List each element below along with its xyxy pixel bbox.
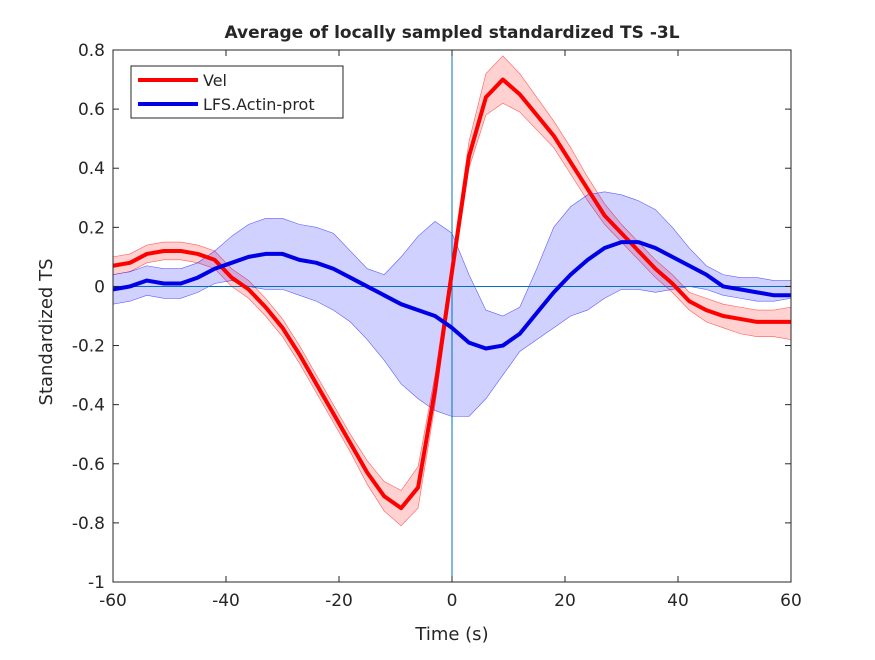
y-tick-label: 0.2 bbox=[78, 218, 105, 238]
x-axis-label: Time (s) bbox=[414, 624, 488, 645]
y-tick-label: 0.6 bbox=[78, 100, 105, 120]
x-tick-label: 40 bbox=[667, 591, 689, 611]
y-axis-label: Standardized TS bbox=[36, 259, 57, 406]
y-tick-label: 0.8 bbox=[78, 41, 105, 61]
chart-title: Average of locally sampled standardized … bbox=[224, 23, 679, 43]
series-lines bbox=[112, 77, 791, 511]
x-tick-label: 0 bbox=[447, 591, 458, 611]
reference-lines bbox=[113, 50, 791, 582]
y-tick-label: -0.2 bbox=[72, 337, 105, 357]
line-lfs-actin-prot bbox=[112, 240, 791, 351]
axes bbox=[112, 49, 792, 583]
line-vel bbox=[112, 77, 791, 511]
y-tick-label: 0.4 bbox=[78, 159, 105, 179]
y-tick-label: 0 bbox=[94, 277, 105, 297]
y-tick-label: -1 bbox=[88, 573, 105, 593]
x-tick-label: -40 bbox=[212, 591, 240, 611]
legend-label-vel: Vel bbox=[203, 71, 227, 90]
y-tick-label: -0.8 bbox=[72, 514, 105, 534]
legend-box bbox=[130, 65, 344, 119]
y-tick-label: -0.6 bbox=[72, 455, 105, 475]
y-tick-label: -0.4 bbox=[72, 396, 105, 416]
x-tick-label: -20 bbox=[325, 591, 353, 611]
legend-label-lfs-actin-prot: LFS.Actin-prot bbox=[203, 95, 315, 114]
legend: Vel LFS.Actin-prot bbox=[130, 65, 344, 119]
tick-labels: -60 -40 -20 0 20 40 60 -1 -0.8 -0.6 -0.4 -0.2 0 0.2 0.… bbox=[72, 41, 802, 611]
x-tick-label: 20 bbox=[554, 591, 576, 611]
x-tick-label: -60 bbox=[99, 591, 127, 611]
x-tick-label: 60 bbox=[780, 591, 802, 611]
